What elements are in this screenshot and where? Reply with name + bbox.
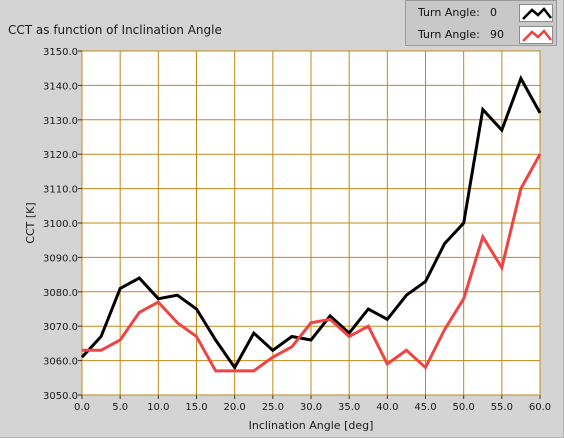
x-tick-label: 10.0 xyxy=(147,402,169,413)
y-tick-label: 3060.0 xyxy=(43,357,78,368)
legend-item-series-1: Turn Angle: 90 xyxy=(406,24,556,46)
x-tick-label: 30.0 xyxy=(300,402,322,413)
x-tick-label: 60.0 xyxy=(529,402,551,413)
y-tick-label: 3090.0 xyxy=(43,253,78,264)
y-tick-label: 3110.0 xyxy=(43,185,78,196)
x-tick-label: 40.0 xyxy=(376,402,398,413)
y-tick-label: 3070.0 xyxy=(43,322,78,333)
legend-value: 0 xyxy=(490,6,497,19)
legend-label: Turn Angle: xyxy=(418,28,480,41)
x-tick-label: 25.0 xyxy=(262,402,284,413)
y-tick-label: 3150.0 xyxy=(43,47,78,58)
x-tick-label: 20.0 xyxy=(224,402,246,413)
x-axis-label: Inclination Angle [deg] xyxy=(249,419,374,432)
y-tick-label: 3080.0 xyxy=(43,288,78,299)
x-tick-label: 35.0 xyxy=(338,402,360,413)
legend-value: 90 xyxy=(490,28,504,41)
x-tick-label: 0.0 xyxy=(74,402,90,413)
series-line-1 xyxy=(82,153,542,373)
y-tick-label: 3140.0 xyxy=(43,81,78,92)
y-tick-label: 3100.0 xyxy=(43,219,78,230)
x-tick-label: 5.0 xyxy=(112,402,128,413)
legend-label: Turn Angle: xyxy=(418,6,480,19)
series-line-0 xyxy=(80,74,542,371)
legend-item-series-0: Turn Angle: 0 xyxy=(406,2,556,24)
y-axis-label: CCT [K] xyxy=(24,202,37,243)
x-tick-label: 55.0 xyxy=(491,402,513,413)
x-tick-label: 50.0 xyxy=(453,402,475,413)
chart-title: CCT as function of Inclination Angle xyxy=(8,23,222,37)
y-tick-label: 3050.0 xyxy=(43,391,78,402)
y-tick-label: 3120.0 xyxy=(43,150,78,161)
chart-legend: Turn Angle: 0 Turn Angle: 90 xyxy=(405,0,557,46)
x-tick-label: 45.0 xyxy=(414,402,436,413)
legend-swatch-black-line-icon xyxy=(519,4,553,22)
y-tick-label: 3130.0 xyxy=(43,116,78,127)
legend-swatch-red-line-icon xyxy=(519,26,553,44)
x-tick-label: 15.0 xyxy=(185,402,207,413)
